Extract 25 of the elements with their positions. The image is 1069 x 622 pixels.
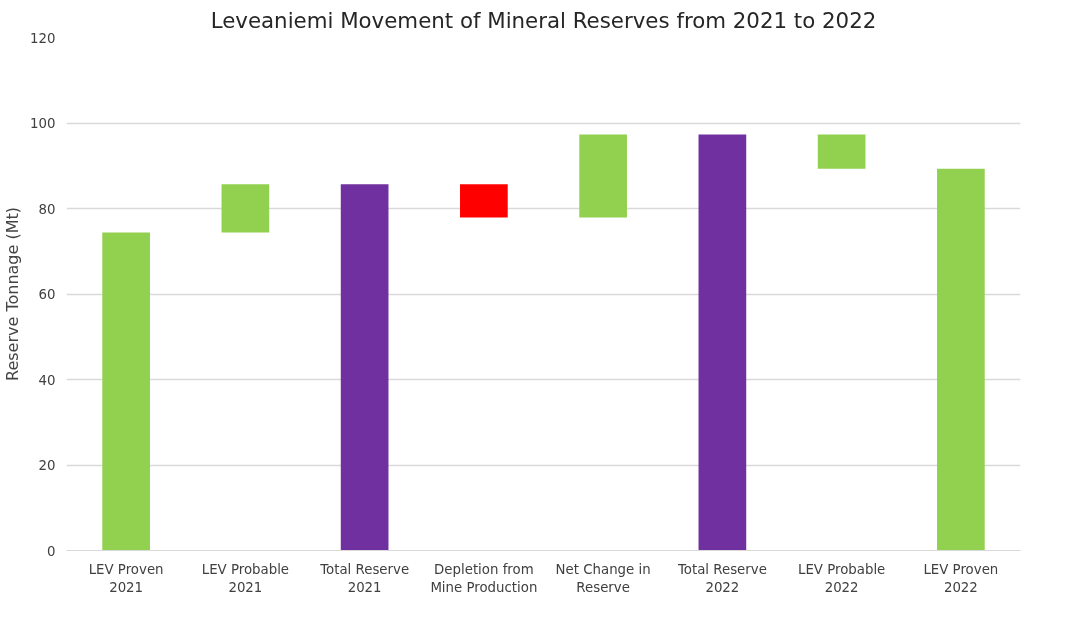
bar [221, 184, 270, 233]
y-tick-label: 20 [38, 458, 56, 473]
bar [698, 134, 747, 551]
bar [937, 168, 985, 551]
bar [579, 134, 627, 218]
x-tick-label: Total Reserve 2022 [676, 561, 767, 595]
chart-title: Leveaniemi Movement of Mineral Reserves from 2021 to 2022 [210, 7, 877, 33]
x-tick-label: LEV Proven 2021 [88, 561, 164, 595]
y-tick-label: 80 [38, 201, 56, 217]
x-tick-label: Net Change in Reserve [555, 561, 651, 595]
y-tick-label: 0 [47, 543, 56, 559]
y-tick-label: 100 [30, 116, 56, 131]
x-tick-label: LEV Probable 2021 [201, 561, 290, 595]
x-tick-label: Total Reserve 2021 [319, 561, 410, 595]
y-tick-label: 60 [38, 287, 56, 302]
x-tick-label: LEV Proven 2022 [923, 561, 999, 595]
bar [460, 184, 508, 218]
bar [817, 134, 866, 169]
y-axis-title: Reserve Tonnage (Mt) [3, 207, 23, 381]
bar [102, 232, 150, 551]
y-tick-label: 120 [30, 30, 56, 46]
y-tick-label: 40 [38, 372, 56, 388]
x-tick-label: Depletion from Mine Production [430, 561, 538, 595]
x-tick-label: LEV Probable 2022 [797, 561, 886, 595]
bar [340, 184, 389, 551]
